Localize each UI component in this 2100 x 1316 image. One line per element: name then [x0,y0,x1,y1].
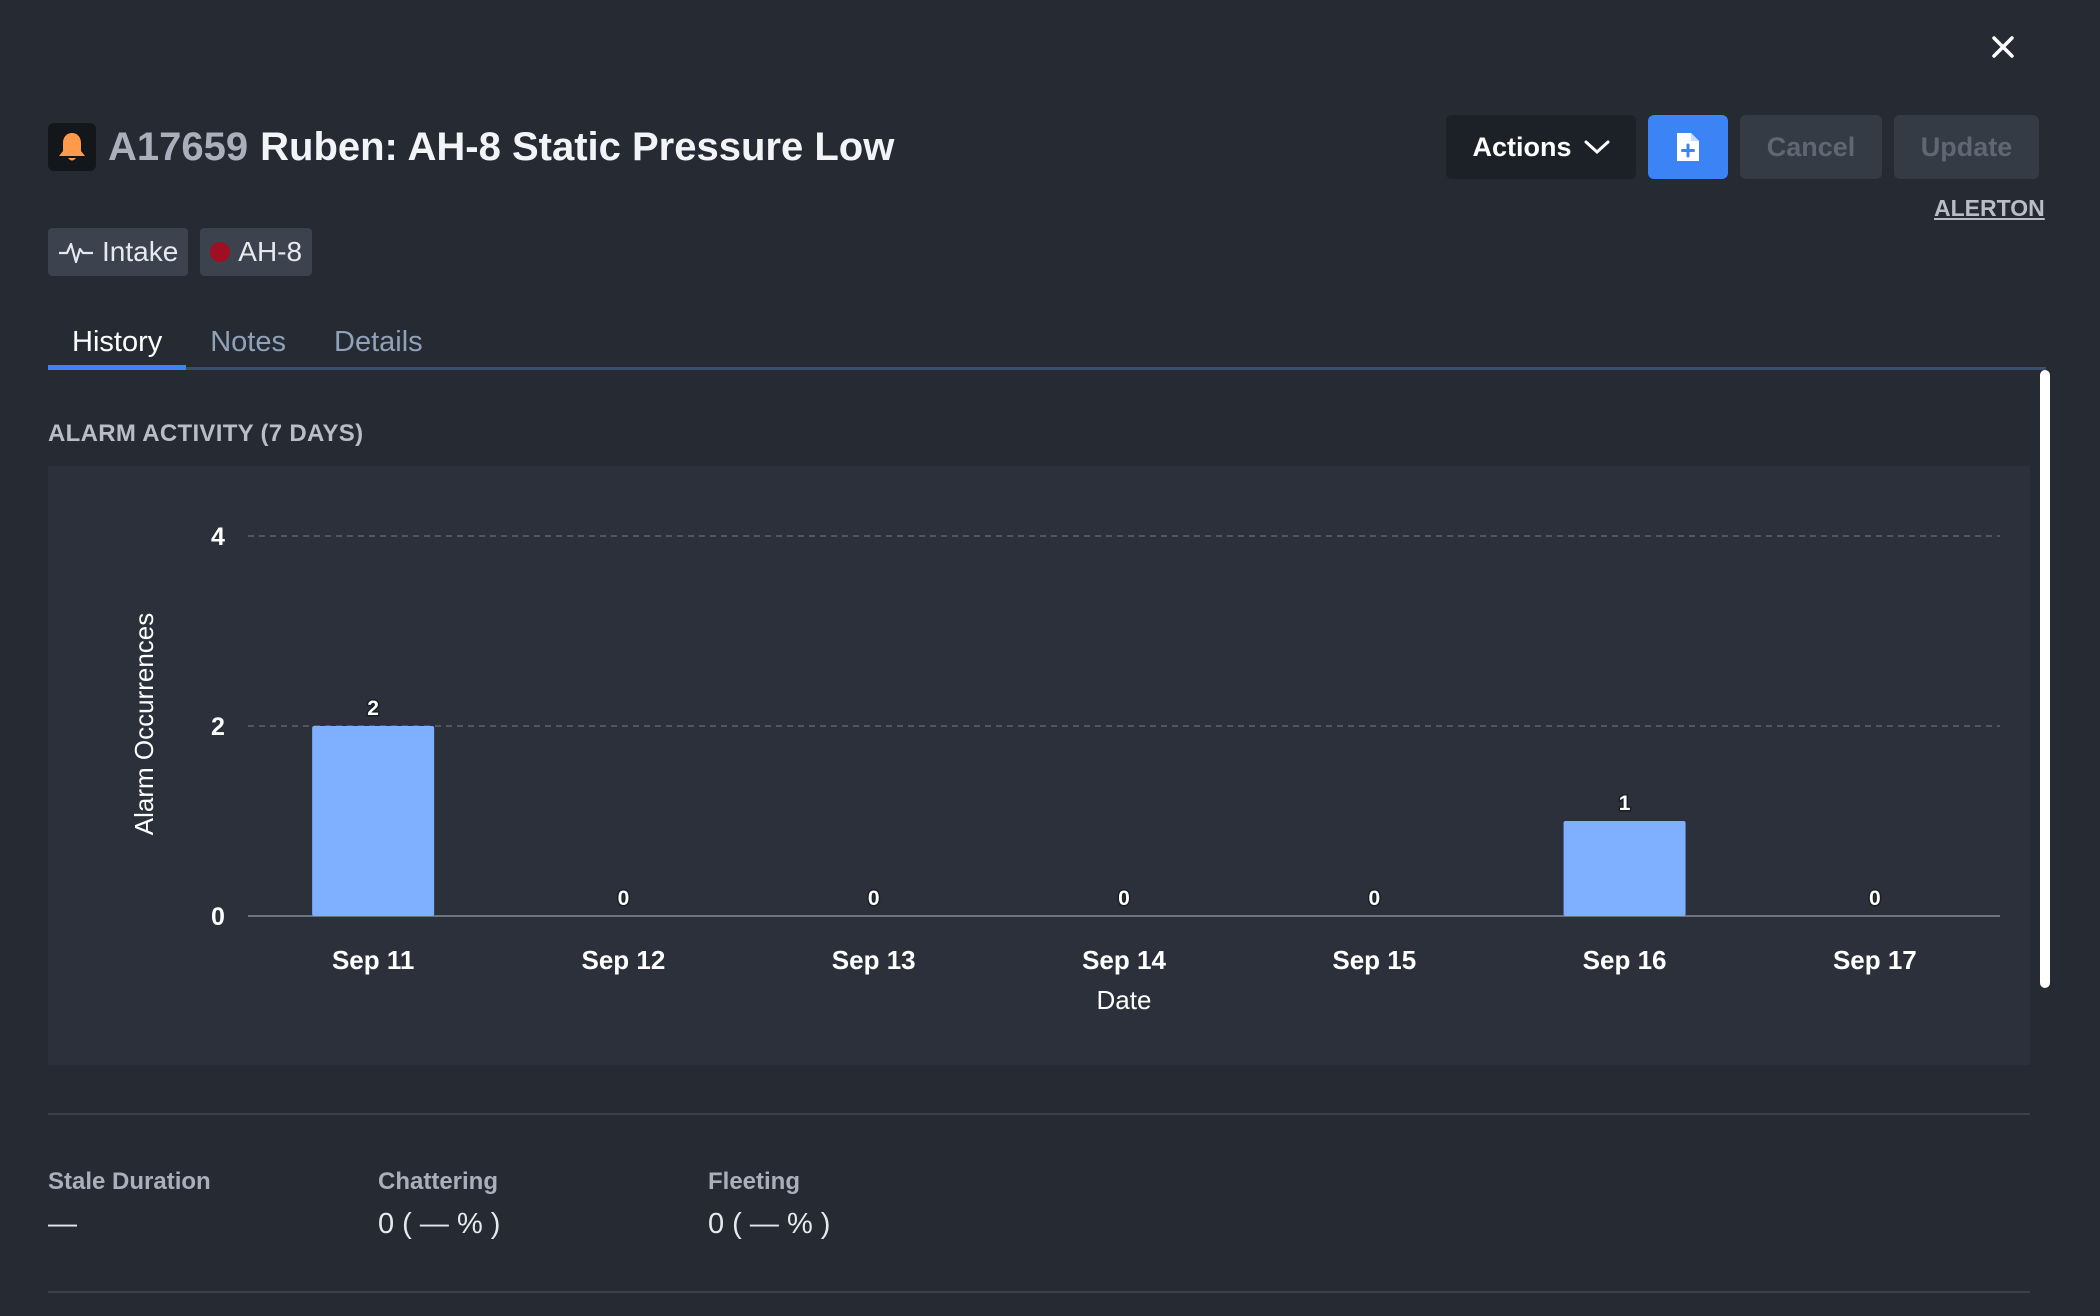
stat-fleeting: Fleeting 0 ( — % ) [708,1168,1038,1241]
page-title: Ruben: AH-8 Static Pressure Low [260,124,895,169]
chevron-down-icon [1584,140,1609,155]
scrollbar[interactable] [2040,370,2050,988]
bell-icon [48,123,96,171]
data-label: 1 [1619,792,1631,815]
stat-chattering: Chattering 0 ( — % ) [378,1168,708,1241]
y-tick-label: 2 [211,713,225,741]
x-tick-label: Sep 11 [332,945,414,975]
add-note-button[interactable] [1648,115,1728,179]
divider [48,1291,2030,1293]
stat-value: 0 ( — % ) [708,1208,831,1240]
close-button[interactable] [1988,28,2018,66]
stat-value: 0 ( — % ) [378,1208,501,1240]
stats-row: Stale Duration — Chattering 0 ( — % ) Fl… [48,1168,1038,1241]
data-label: 0 [868,887,880,910]
chart-svg: 0 2 4 Alarm Occurrences 2 Sep 11 0 Sep 12 0 Sep 1… [129,523,2000,1015]
stat-value: — [48,1208,77,1240]
tab-history[interactable]: History [48,318,187,370]
data-label: 0 [1869,887,1881,910]
alarm-id: A17659 [108,124,249,169]
data-label: 0 [1118,887,1130,910]
stat-label: Chattering [378,1168,498,1195]
chip-equipment[interactable]: AH-8 [200,228,313,276]
toolbar: Actions Cancel Update [1446,115,2039,179]
file-plus-icon [1677,133,1699,161]
divider [48,1113,2030,1115]
data-label: 0 [1368,887,1380,910]
stat-label: Fleeting [708,1168,801,1195]
chip-label: AH-8 [238,236,303,267]
alerton-link[interactable]: ALERTON [1934,195,2045,221]
data-label: 2 [367,697,379,720]
x-tick-label: Sep 16 [1583,945,1667,975]
x-tick-label: Sep 17 [1833,945,1917,975]
status-dot-icon [210,242,231,262]
stat-label: Stale Duration [48,1168,211,1195]
tag-chips: Intake AH-8 [48,228,313,276]
actions-dropdown-button[interactable]: Actions [1446,115,1636,179]
alarm-header: A17659 Ruben: AH-8 Static Pressure Low [48,122,894,172]
x-tick-label: Sep 14 [1082,945,1166,975]
bar-sep-11 [312,726,435,916]
y-tick-label: 4 [211,523,225,551]
actions-label: Actions [1472,131,1572,162]
x-axis-label: Date [1097,985,1152,1015]
section-title: ALARM ACTIVITY (7 DAYS) [48,420,364,447]
close-icon [1992,36,2014,58]
chip-label: Intake [102,236,179,267]
x-tick-label: Sep 12 [582,945,666,975]
y-tick-label: 0 [211,903,225,931]
data-label: 0 [618,887,630,910]
stat-stale-duration: Stale Duration — [48,1168,378,1241]
x-tick-label: Sep 15 [1332,945,1416,975]
update-button[interactable]: Update [1894,115,2039,179]
tab-details[interactable]: Details [334,326,423,358]
tab-notes[interactable]: Notes [210,326,286,358]
pulse-icon [59,242,93,264]
y-axis-label: Alarm Occurrences [129,613,159,836]
tab-bar: History Notes Details [48,318,2046,370]
x-tick-label: Sep 13 [832,945,916,975]
chip-intake[interactable]: Intake [48,228,189,276]
cancel-button[interactable]: Cancel [1740,115,1882,179]
bar-sep-16 [1563,821,1686,916]
alarm-activity-chart: 0 2 4 Alarm Occurrences 2 Sep 11 0 Sep 12 0 Sep 1… [48,466,2030,1065]
